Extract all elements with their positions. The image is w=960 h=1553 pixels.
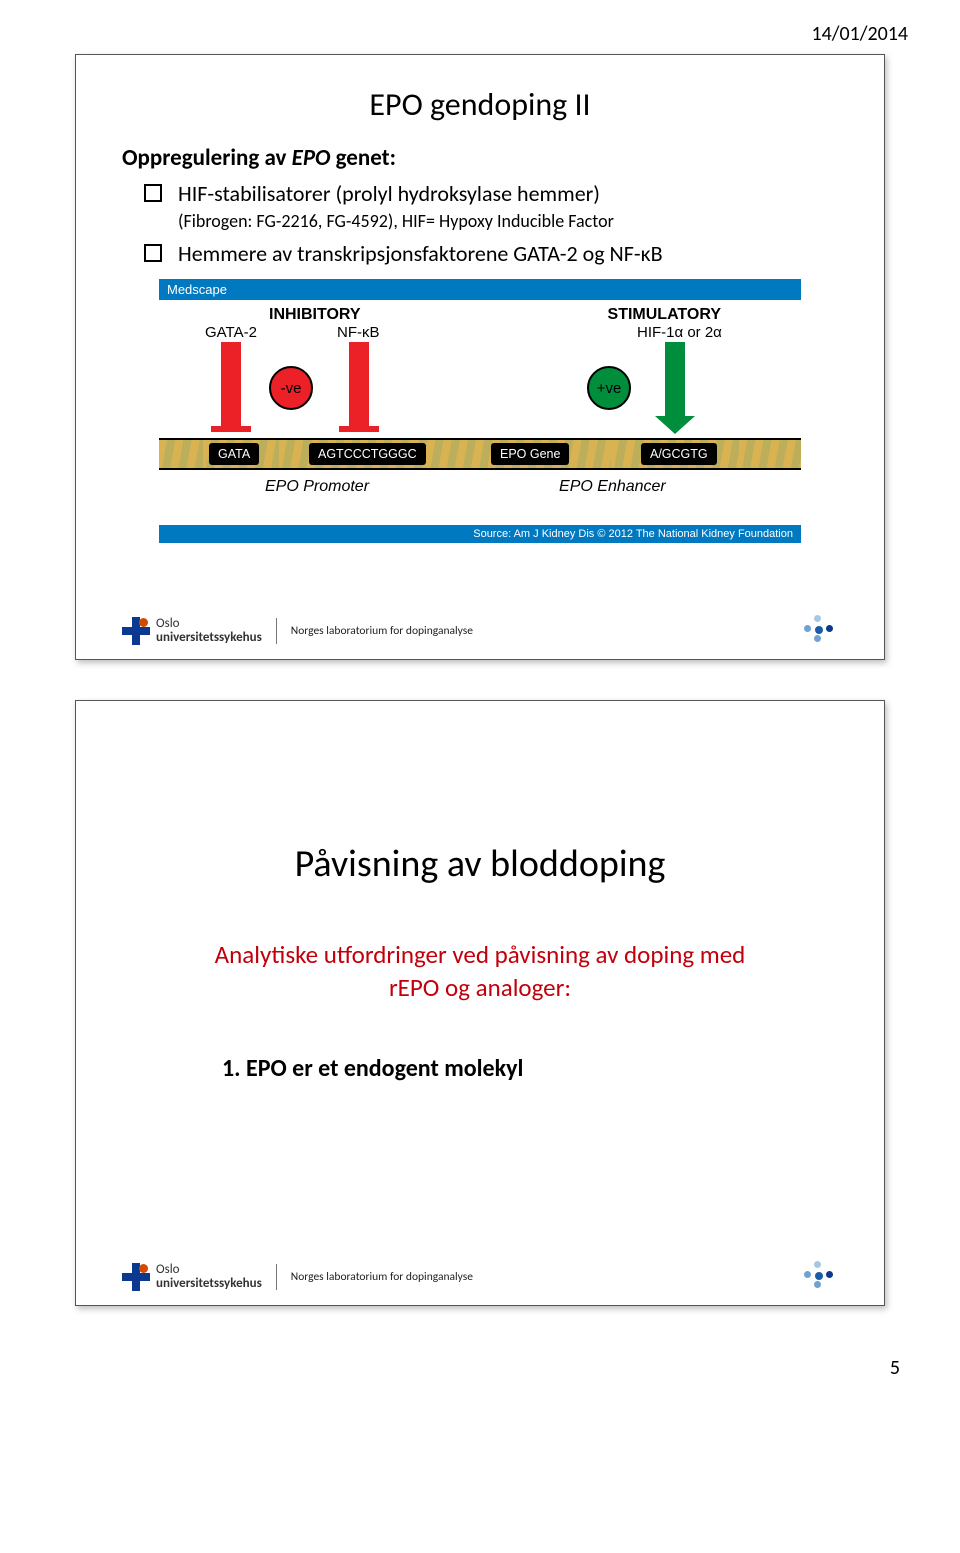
diagram-header: Medscape	[159, 279, 801, 300]
slide2-red-text: Analytiske utfordringer ved påvisning av…	[122, 939, 838, 1004]
footer-left: Oslo universitetssykehus Norges laborato…	[122, 1263, 473, 1291]
divider	[276, 618, 277, 644]
inhibitory-stop-1	[211, 426, 251, 432]
footer-left: Oslo universitetssykehus Norges laborato…	[122, 617, 473, 645]
dna-label-agc: A/GCGTG	[641, 443, 717, 465]
epo-regulation-diagram: Medscape INHIBITORY STIMULATORY GATA-2 N…	[159, 279, 801, 543]
slide-bloddoping: Påvisning av bloddoping Analytiske utfor…	[75, 700, 885, 1306]
red-line1: Analytiske utfordringer ved påvisning av…	[215, 939, 746, 970]
inhibitory-arrow-1	[221, 342, 241, 428]
bullet-hemmere: Hemmere av transkripsjonsfaktorene GATA-…	[144, 240, 838, 268]
bullet1-text: HIF-stabilisatorer (prolyl hydroksylase …	[178, 180, 600, 208]
bullet-hif: HIF-stabilisatorer (prolyl hydroksylase …	[144, 180, 838, 208]
pos-text: +ve	[597, 380, 622, 397]
dna-label-gata: GATA	[209, 443, 259, 465]
dna-label-epo: EPO Gene	[491, 443, 569, 465]
diagram-footer: Source: Am J Kidney Dis © 2012 The Natio…	[159, 525, 801, 543]
subhead-prefix: Oppregulering av	[122, 144, 292, 172]
checkbox-icon	[144, 184, 162, 202]
bottom-labels: EPO Promoter EPO Enhancer	[159, 478, 801, 496]
regulators-row: GATA-2 NF-κB HIF-1α or 2α -ve +ve	[159, 324, 801, 434]
sub-line-fibrogen: (Fibrogen: FG-2216, FG-4592), HIF= Hypox…	[178, 210, 838, 232]
hif-label: HIF-1α or 2α	[637, 324, 722, 341]
nfkb-label: NF-κB	[337, 324, 380, 341]
subhead-suffix: genet:	[330, 144, 396, 172]
page-number: 5	[0, 1346, 960, 1410]
pos-circle: +ve	[587, 366, 631, 410]
logo-line1: Oslo	[156, 1263, 262, 1277]
diagram-body: INHIBITORY STIMULATORY GATA-2 NF-κB HIF-…	[159, 300, 801, 525]
lab-label: Norges laboratorium for dopinganalyse	[291, 1270, 473, 1284]
inhibitory-label: INHIBITORY	[269, 306, 361, 324]
slide1-subhead: Oppregulering av EPO genet:	[122, 144, 838, 172]
logo-line2: universitetssykehus	[156, 1277, 262, 1291]
inhibitory-stop-2	[339, 426, 379, 432]
checkbox-icon	[144, 244, 162, 262]
stimulatory-label: STIMULATORY	[608, 306, 721, 324]
logo-line1: Oslo	[156, 617, 262, 631]
lab-label: Norges laboratorium for dopinganalyse	[291, 624, 473, 638]
plus-icon	[122, 617, 150, 645]
stimulatory-arrowhead	[655, 416, 695, 434]
promoter-label: EPO Promoter	[265, 478, 369, 496]
neg-circle: -ve	[269, 366, 313, 410]
inhibitory-arrow-2	[349, 342, 369, 428]
oslo-logo: Oslo universitetssykehus	[122, 617, 262, 645]
dots-icon	[798, 615, 838, 645]
slide2-numbered-item: 1. EPO er et endogent molekyl	[222, 1054, 838, 1083]
divider	[276, 1264, 277, 1290]
plus-icon	[122, 1263, 150, 1291]
slide-footer: Oslo universitetssykehus Norges laborato…	[122, 1261, 838, 1291]
dna-label-agt: AGTCCCTGGGC	[309, 443, 426, 465]
subhead-italic: EPO	[292, 144, 331, 172]
enhancer-label: EPO Enhancer	[559, 478, 666, 496]
red-line2: rEPO og analoger:	[389, 972, 571, 1003]
slide1-title: EPO gendoping II	[122, 85, 838, 124]
gata2-label: GATA-2	[205, 324, 257, 341]
slide2-title: Påvisning av bloddoping	[122, 841, 838, 887]
dots-icon	[798, 1261, 838, 1291]
slide-footer: Oslo universitetssykehus Norges laborato…	[122, 615, 838, 645]
stimulatory-arrow	[665, 342, 685, 416]
neg-text: -ve	[281, 380, 302, 397]
oslo-logo: Oslo universitetssykehus	[122, 1263, 262, 1291]
logo-line2: universitetssykehus	[156, 631, 262, 645]
bullet2-text: Hemmere av transkripsjonsfaktorene GATA-…	[178, 240, 663, 268]
page-date: 14/01/2014	[0, 0, 960, 54]
slide-epo-gendoping: EPO gendoping II Oppregulering av EPO ge…	[75, 54, 885, 660]
